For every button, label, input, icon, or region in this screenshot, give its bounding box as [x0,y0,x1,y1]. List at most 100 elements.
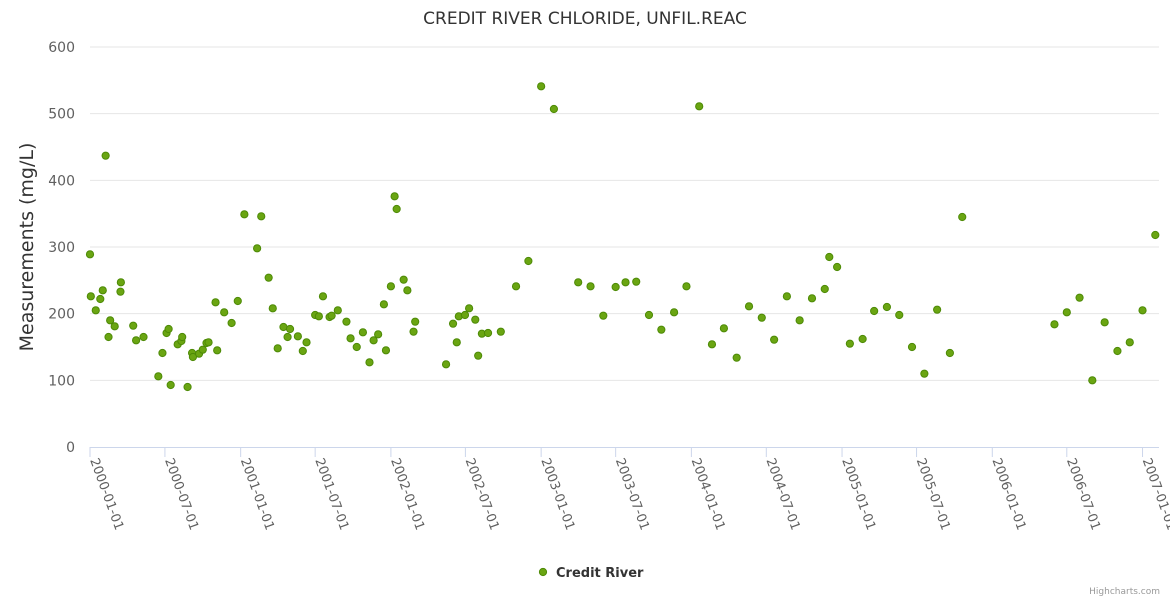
data-point[interactable] [342,317,351,326]
data-point[interactable] [1125,338,1134,347]
data-point[interactable] [198,345,207,354]
data-point[interactable] [448,319,458,328]
data-point[interactable] [116,287,125,296]
data-point[interactable] [958,212,967,222]
data-point[interactable] [409,327,418,336]
data-point[interactable] [116,278,125,287]
data-point[interactable] [782,292,791,301]
data-point[interactable] [132,336,141,345]
data-point[interactable] [257,212,266,221]
data-point[interactable] [1113,346,1122,356]
data-point[interactable] [164,324,173,334]
data-point[interactable] [273,344,282,353]
data-point[interactable] [920,369,929,378]
data-point[interactable] [96,294,105,304]
data-point[interactable] [657,325,666,334]
data-point[interactable] [253,244,262,253]
data-point[interactable] [240,210,249,219]
data-point[interactable] [101,151,110,160]
data-point[interactable] [744,302,754,311]
data-point[interactable] [770,335,779,344]
data-point[interactable] [870,306,879,316]
data-point[interactable] [695,102,704,111]
data-point[interactable] [858,334,867,344]
data-point[interactable] [91,306,100,315]
data-point[interactable] [318,292,328,301]
data-point[interactable] [98,286,107,295]
data-point[interactable] [599,311,608,320]
data-point[interactable] [895,310,904,320]
data-point[interactable] [268,304,277,313]
data-point[interactable] [719,324,729,333]
data-point[interactable] [460,310,470,320]
data-point[interactable] [86,292,95,301]
data-point[interactable] [732,353,741,362]
data-point[interactable] [220,308,229,317]
data-point[interactable] [374,330,383,339]
data-point[interactable] [1075,293,1084,302]
data-point[interactable] [845,339,854,348]
data-point[interactable] [264,273,273,282]
data-point[interactable] [154,372,163,381]
data-point[interactable] [183,382,192,392]
data-point[interactable] [139,332,148,342]
data-point[interactable] [293,332,302,341]
data-point[interactable] [302,338,311,347]
data-point[interactable] [213,346,222,355]
data-point[interactable] [1050,320,1059,329]
data-point[interactable] [104,332,113,342]
data-point[interactable] [574,278,583,287]
data-point[interactable] [1138,306,1147,315]
data-point[interactable] [327,311,336,320]
data-point[interactable] [314,312,323,321]
data-point[interactable] [496,327,505,336]
data-point[interactable] [621,278,630,287]
data-point[interactable] [611,282,620,292]
data-point[interactable] [233,296,242,306]
data-point[interactable] [537,82,546,91]
data-point[interactable] [158,348,167,358]
data-point[interactable] [452,338,461,347]
data-point[interactable] [682,282,691,291]
data-point[interactable] [757,313,766,322]
data-point[interactable] [1100,318,1109,327]
data-point[interactable] [945,348,954,358]
data-point[interactable] [211,298,220,307]
data-point[interactable] [188,352,198,362]
data-point[interactable] [1062,308,1071,317]
data-point[interactable] [524,256,533,266]
legend[interactable]: Credit River [538,566,644,581]
data-point[interactable] [670,308,679,317]
data-point[interactable] [85,250,95,259]
data-point[interactable] [707,340,717,349]
data-point[interactable] [471,315,480,324]
data-point[interactable] [386,282,395,291]
data-point[interactable] [369,336,378,345]
data-point[interactable] [441,360,451,369]
data-point[interactable] [285,324,295,334]
data-point[interactable] [632,277,641,286]
data-point[interactable] [644,310,654,320]
data-point[interactable] [392,204,401,214]
data-point[interactable] [933,305,942,314]
data-point[interactable] [411,317,420,326]
data-point[interactable] [403,286,412,295]
data-point[interactable] [907,342,917,352]
data-point[interactable] [833,262,842,272]
data-point[interactable] [549,104,559,114]
data-point[interactable] [358,328,368,337]
legend-label[interactable]: Credit River [556,566,644,581]
data-point[interactable] [166,380,175,390]
data-point[interactable] [1151,230,1160,240]
data-point[interactable] [352,342,361,352]
credits-link[interactable]: Highcharts.com [1089,587,1160,597]
data-point[interactable] [825,252,834,262]
data-point[interactable] [483,328,493,338]
data-point[interactable] [365,358,374,367]
data-point[interactable] [474,351,483,360]
data-point[interactable] [298,346,307,356]
data-point[interactable] [106,316,115,325]
data-point[interactable] [227,318,236,328]
data-point[interactable] [333,306,342,315]
data-point[interactable] [110,322,119,331]
